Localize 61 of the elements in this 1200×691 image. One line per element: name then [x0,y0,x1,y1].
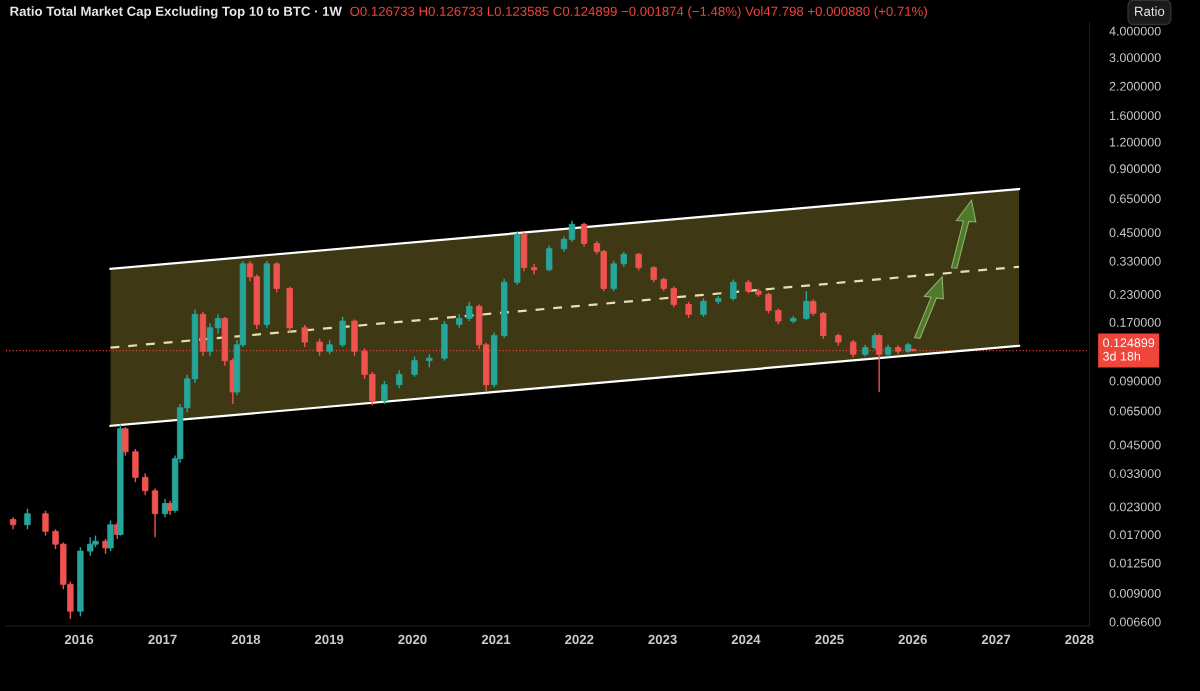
candlestick [122,426,129,457]
candlestick [765,291,772,315]
chart-subtitle: O0.126733 H0.126733 L0.123585 C0.124899 −0.001874 (−1.48%) Vol47.798 +0.000880 (+0.71%) [350,6,927,19]
x-tick-label: 2022 [565,634,594,645]
ref-line-label: 0.124899 3d 18h [1103,338,1155,361]
candlestick [396,369,403,389]
x-tick-label: 2025 [815,634,844,645]
candlestick [42,510,49,537]
y-tick-label: 0.900000 [1109,164,1161,174]
y-tick-label: 0.450000 [1109,228,1161,238]
candlestick [107,519,114,552]
x-tick-label: 2018 [231,634,261,645]
candlestick [381,380,388,405]
x-tick-label: 2017 [148,634,177,645]
x-tick-label: 2023 [648,634,677,645]
y-tick-label: 4.000000 [1109,26,1161,36]
y-tick-label: 1.600000 [1110,111,1161,121]
x-tick-label: 2027 [981,634,1011,645]
candlestick [580,221,588,248]
y-tick-label: 3.000000 [1109,53,1161,63]
x-tick-label: 2024 [731,634,761,645]
y-tick-label: 2.200000 [1109,81,1161,91]
candlestick [339,316,346,348]
candlestick [411,355,418,378]
y-tick-label: 0.006600 [1109,617,1161,627]
candlestick [820,311,827,340]
candlestick [214,313,222,335]
x-tick-label: 2026 [898,634,927,645]
candlestick [530,263,538,276]
x-tick-label: 2016 [64,634,94,645]
candlestick [151,487,159,538]
y-tick-label: 0.033000 [1109,469,1161,478]
y-tick-label: 0.230000 [1109,290,1161,299]
candlestick [301,324,308,348]
candlestick [142,472,149,497]
y-tick-label: 0.330000 [1109,256,1161,266]
y-tick-label: 1.200000 [1110,137,1161,147]
y-tick-label: 0.017000 [1109,530,1161,540]
y-tick-label: 0.065000 [1109,406,1161,416]
x-tick-label: 2021 [481,634,511,645]
y-tick-label: 0.012500 [1109,558,1161,568]
candlestick [466,301,473,322]
candlestick [24,507,31,530]
y-tick-label: 0.009000 [1109,588,1161,598]
x-tick-label: 2019 [314,634,344,645]
candlestick [206,322,214,357]
y-tick-label: 0.090000 [1109,376,1161,386]
chart-title: Ratio Total Market Cap Excluding Top 10 to BTC · 1W [10,6,342,19]
y-tick-label: 0.650000 [1109,194,1161,204]
y-tick-label: 0.023000 [1109,502,1161,512]
candlestick [545,244,553,273]
candlestick [803,290,810,321]
y-tick-label: 0.045000 [1109,440,1161,450]
candlestick [568,220,576,243]
candlestick [670,285,677,308]
x-tick-label: 2028 [1065,634,1094,645]
candlestick [730,278,737,302]
text: Ratio [1135,6,1165,16]
candlestick [700,297,707,318]
y-tick-label: 0.170000 [1109,317,1161,327]
x-tick-label: 2020 [398,634,427,645]
